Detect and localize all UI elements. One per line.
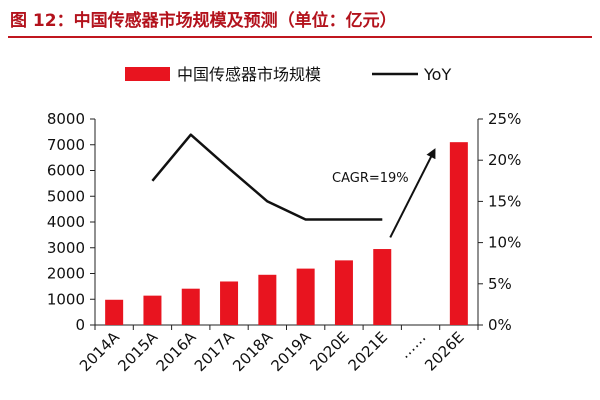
category-label: 2015A (114, 328, 161, 375)
category-label: 2014A (76, 328, 123, 375)
category-label: 2021E (345, 328, 391, 374)
left-tick-label: 6000 (47, 162, 85, 180)
figure-title: 图 12：中国传感器市场规模及预测（单位：亿元） (10, 11, 397, 31)
legend-bar-label: 中国传感器市场规模 (177, 65, 321, 84)
category-label: 2026E (421, 328, 467, 374)
bar (258, 274, 277, 325)
right-axis-ticks: 0% 5% 10% 15% 20% 25% (488, 110, 521, 334)
left-tick-label: 1000 (47, 290, 85, 308)
right-tick-label: 0% (488, 316, 512, 334)
category-label: 2018A (229, 328, 276, 375)
category-label: 2016A (153, 328, 200, 375)
right-tick-label: 15% (488, 192, 521, 210)
bar (181, 288, 200, 325)
left-tick-label: 4000 (47, 213, 85, 231)
legend-line-label: YoY (423, 65, 451, 84)
left-tick-label: 7000 (47, 136, 85, 154)
bar (449, 142, 468, 325)
category-labels: 2014A2015A2016A2017A2018A2019A2020E2021E… (76, 328, 468, 375)
left-axis-ticks: 0 1000 2000 3000 4000 5000 6000 7000 8000 (47, 110, 85, 334)
right-tick-label: 5% (488, 275, 512, 293)
bar (373, 249, 392, 325)
legend-bar-swatch (125, 67, 170, 81)
category-label: 2019A (268, 328, 315, 375)
left-tick-label: 3000 (47, 239, 85, 257)
category-label: 2020E (306, 328, 352, 374)
bars (105, 142, 468, 325)
bar (220, 281, 239, 325)
title-rule (8, 36, 592, 38)
right-tick-label: 25% (488, 110, 521, 128)
right-tick-label: 10% (488, 234, 521, 252)
yoy-line (151, 133, 383, 221)
left-tick-label: 8000 (47, 110, 85, 128)
cagr-annotation: CAGR=19% (332, 148, 436, 238)
category-label: …… (395, 328, 429, 362)
category-label: 2017A (191, 328, 238, 375)
bar (296, 268, 315, 325)
left-tick-label: 2000 (47, 265, 85, 283)
bar (334, 260, 353, 325)
legend: 中国传感器市场规模 YoY (125, 65, 451, 84)
right-tick-label: 20% (488, 151, 521, 169)
cagr-arrow (389, 148, 436, 238)
bar (143, 295, 162, 325)
left-tick-label: 0 (75, 316, 85, 334)
cagr-text: CAGR=19% (332, 171, 409, 186)
left-tick-label: 5000 (47, 187, 85, 205)
bar (105, 299, 124, 325)
